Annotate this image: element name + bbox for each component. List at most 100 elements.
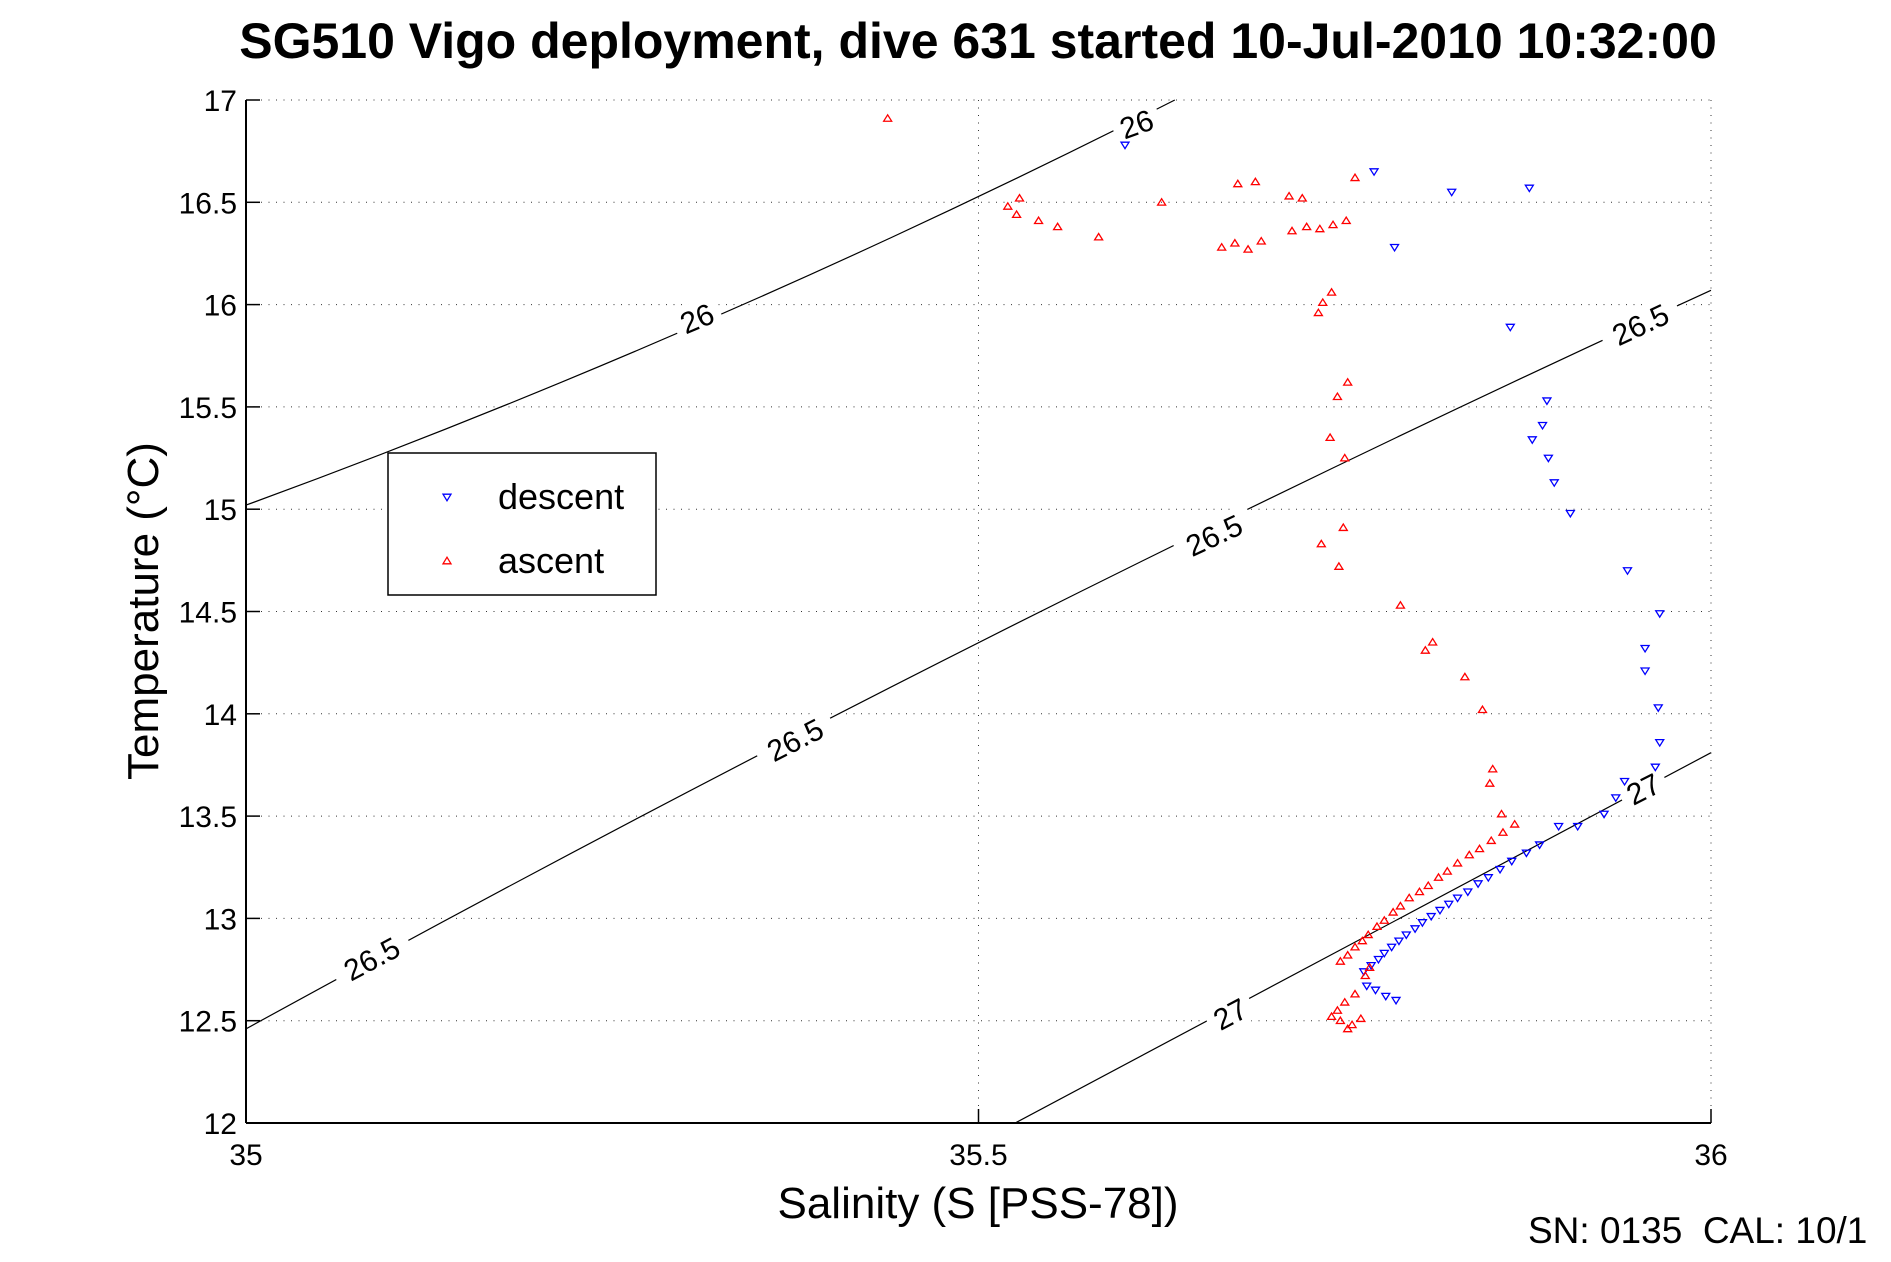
descent-marker <box>1472 880 1484 889</box>
ascent-marker <box>1427 637 1438 646</box>
ascent-marker <box>1283 191 1295 200</box>
contour-label-26.5: 26.5 <box>1596 292 1685 356</box>
legend-box <box>387 452 657 596</box>
ascent-marker <box>1011 209 1022 219</box>
x-tick-label: 36 <box>1694 1139 1727 1172</box>
series-descent <box>1119 141 1665 1006</box>
ascent-marker <box>1379 915 1390 924</box>
ascent-marker <box>1364 962 1375 971</box>
isopycnal-contour-26.5 <box>245 289 1712 1030</box>
descent-marker <box>1393 937 1405 946</box>
y-tick-label: 15 <box>204 494 237 527</box>
descent-marker <box>1370 986 1381 995</box>
ascent-marker <box>1477 704 1488 714</box>
x-tick-label: 35 <box>229 1139 262 1172</box>
descent-marker <box>1534 841 1545 850</box>
contour-label-mask <box>1170 503 1258 567</box>
ascent-marker <box>1363 929 1374 939</box>
legend-descent-label: descent <box>498 476 624 517</box>
descent-marker <box>1494 865 1506 875</box>
ascent-marker <box>1486 835 1497 845</box>
y-tick-label: 13.5 <box>179 801 237 834</box>
ascent-marker <box>1487 764 1498 773</box>
ascent-marker <box>1404 893 1415 902</box>
ascent-marker <box>1464 850 1475 859</box>
ascent-marker <box>1342 950 1353 959</box>
descent-marker <box>1622 567 1633 576</box>
descent-marker <box>1527 436 1538 445</box>
y-tick-label: 15.5 <box>179 392 237 425</box>
legend-descent-marker-icon <box>441 493 453 503</box>
descent-marker <box>1537 421 1548 431</box>
descent-marker <box>1598 810 1610 819</box>
ascent-marker <box>1313 307 1324 317</box>
ascent-marker <box>1433 872 1444 881</box>
ascent-marker <box>1327 219 1339 229</box>
descent-marker <box>1368 168 1380 177</box>
ascent-marker <box>1301 222 1312 231</box>
contour-label-mask <box>1614 763 1672 814</box>
y-tick-label: 12.5 <box>179 1006 237 1039</box>
ascent-marker <box>1232 179 1243 188</box>
ascent-marker <box>1332 391 1343 401</box>
descent-marker <box>1553 822 1564 832</box>
chart-title: SG510 Vigo deployment, dive 631 started … <box>239 13 1717 69</box>
descent-marker <box>1505 323 1516 332</box>
descent-marker <box>1639 644 1651 654</box>
series-ascent <box>882 113 1520 1033</box>
descent-marker <box>1543 454 1554 463</box>
descent-marker <box>1380 992 1391 1001</box>
ascent-marker <box>1256 236 1267 245</box>
ascent-marker <box>1423 880 1434 890</box>
ascent-marker <box>1349 942 1361 951</box>
ascent-marker <box>1387 907 1399 916</box>
descent-marker <box>1462 888 1473 897</box>
ascent-marker <box>1452 858 1463 867</box>
descent-marker <box>1379 949 1390 959</box>
descent-marker <box>1443 900 1454 909</box>
ascent-marker <box>882 113 893 122</box>
ascent-marker <box>1420 645 1431 654</box>
descent-marker <box>1401 931 1412 940</box>
ascent-marker <box>1297 193 1308 202</box>
ascent-marker <box>1335 956 1346 965</box>
ascent-marker <box>1341 215 1352 225</box>
descent-marker <box>1506 857 1517 866</box>
descent-marker <box>1653 704 1664 713</box>
ascent-marker <box>1509 819 1520 828</box>
contour-label-27: 27 <box>1614 763 1672 814</box>
ascent-marker <box>1332 1005 1343 1014</box>
contour-label-mask <box>1596 292 1685 356</box>
contour-label-27: 27 <box>1201 988 1259 1040</box>
ascent-marker <box>1156 197 1167 206</box>
ascent-marker <box>1242 244 1254 253</box>
ascent-marker <box>1459 672 1471 681</box>
ascent-marker <box>1338 522 1349 532</box>
descent-marker <box>1119 141 1131 150</box>
ascent-marker <box>1414 886 1425 896</box>
descent-marker <box>1654 610 1665 619</box>
descent-marker <box>1409 925 1421 934</box>
y-tick-label: 13 <box>204 903 237 936</box>
descent-marker <box>1389 243 1400 253</box>
ascent-marker <box>1474 844 1485 853</box>
ascent-marker <box>1333 561 1345 570</box>
ascent-marker <box>1216 242 1227 251</box>
ascent-marker <box>1346 1019 1358 1029</box>
ascent-marker <box>1093 232 1104 241</box>
ascent-marker <box>1002 201 1013 210</box>
y-axis-label: Temperature (°C) <box>119 442 168 780</box>
ascent-marker <box>1014 193 1025 202</box>
contour-label-mask <box>1201 988 1259 1040</box>
descent-marker <box>1386 943 1397 952</box>
ascent-marker <box>1316 539 1327 548</box>
y-tick-label: 12 <box>204 1108 237 1141</box>
descent-marker <box>1446 188 1457 197</box>
ascent-marker <box>1497 827 1509 836</box>
contour-label-mask <box>668 293 726 343</box>
descent-marker <box>1483 874 1494 883</box>
ascent-marker <box>1484 778 1495 787</box>
ascent-marker <box>1286 226 1298 235</box>
y-tick-label: 14.5 <box>179 597 237 630</box>
